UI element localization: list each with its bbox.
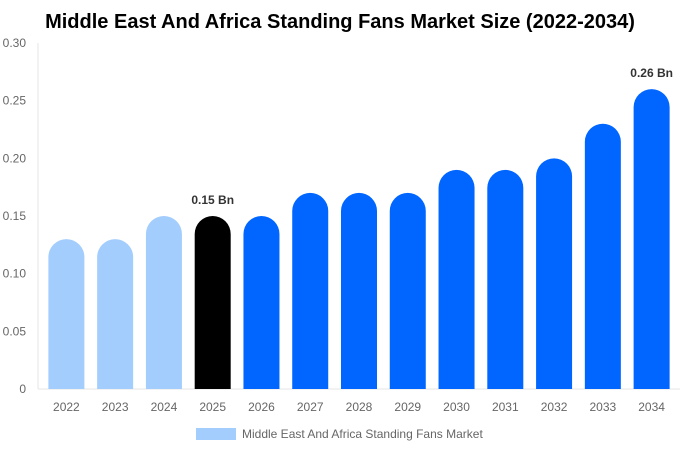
x-tick-label: 2033 bbox=[589, 400, 616, 414]
bar-2029[interactable] bbox=[389, 192, 426, 389]
bar-2022[interactable] bbox=[48, 239, 85, 389]
y-tick-label: 0.20 bbox=[3, 151, 27, 165]
bar-2026[interactable] bbox=[243, 216, 280, 389]
legend[interactable]: Middle East And Africa Standing Fans Mar… bbox=[196, 427, 483, 441]
y-tick-label: 0.30 bbox=[3, 36, 27, 50]
bar-2024[interactable] bbox=[145, 216, 182, 389]
bar-2027[interactable] bbox=[292, 192, 329, 389]
x-tick-label: 2027 bbox=[297, 400, 324, 414]
x-tick-label: 2024 bbox=[151, 400, 178, 414]
bar-2034[interactable] bbox=[633, 89, 670, 389]
bar-2030[interactable] bbox=[438, 169, 475, 389]
x-tick-label: 2023 bbox=[102, 400, 129, 414]
bar-2028[interactable] bbox=[341, 192, 377, 389]
y-tick-label: 0.15 bbox=[3, 209, 27, 223]
x-tick-label: 2028 bbox=[346, 400, 373, 414]
bar-2032[interactable] bbox=[536, 158, 573, 389]
x-tick-label: 2032 bbox=[541, 400, 568, 414]
data-label: 0.26 Bn bbox=[630, 66, 673, 80]
x-tick-label: 2029 bbox=[394, 400, 421, 414]
y-tick-label: 0.10 bbox=[3, 267, 27, 281]
bar-2023[interactable] bbox=[97, 239, 134, 389]
y-tick-label: 0.05 bbox=[3, 324, 27, 338]
bar-2031[interactable] bbox=[487, 169, 524, 389]
y-tick-label: 0 bbox=[19, 382, 26, 396]
x-tick-label: 2030 bbox=[443, 400, 470, 414]
legend-swatch bbox=[196, 428, 236, 440]
bar-2033[interactable] bbox=[584, 123, 621, 389]
x-tick-label: 2034 bbox=[638, 400, 665, 414]
legend-label: Middle East And Africa Standing Fans Mar… bbox=[242, 427, 483, 441]
y-tick-label: 0.25 bbox=[3, 94, 27, 108]
x-tick-label: 2026 bbox=[248, 400, 275, 414]
chart-title: Middle East And Africa Standing Fans Mar… bbox=[45, 11, 635, 33]
x-tick-label: 2031 bbox=[492, 400, 519, 414]
data-label: 0.15 Bn bbox=[191, 193, 234, 207]
bar-2025[interactable] bbox=[194, 216, 231, 389]
x-tick-label: 2022 bbox=[53, 400, 80, 414]
x-tick-label: 2025 bbox=[199, 400, 226, 414]
